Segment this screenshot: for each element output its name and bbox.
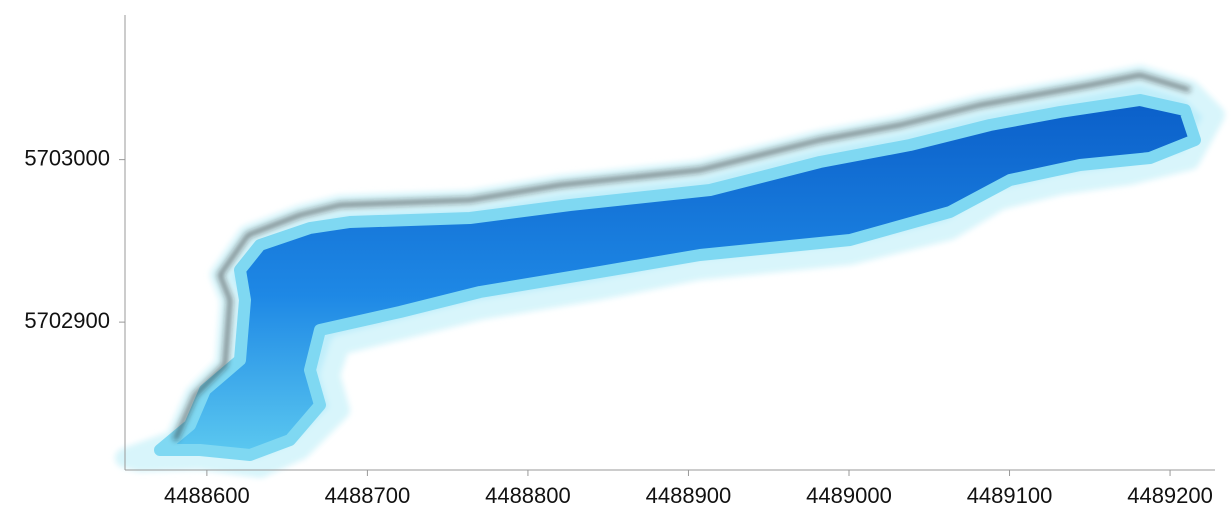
x-tick-label: 4488700 [325, 483, 411, 508]
x-tick-label: 4488600 [164, 483, 250, 508]
map-chart: 4488600 4488700 4488800 4488900 4489000 44891… [0, 0, 1231, 511]
x-tick-label: 4489000 [806, 483, 892, 508]
y-tick-label: 5702900 [24, 308, 110, 333]
x-tick-label: 4488900 [646, 483, 732, 508]
x-tick-label: 4488800 [485, 483, 571, 508]
x-tick-label: 4489200 [1127, 483, 1213, 508]
lake-relief [125, 75, 1215, 468]
y-tick-label: 5703000 [24, 145, 110, 170]
x-tick-label: 4489100 [967, 483, 1053, 508]
